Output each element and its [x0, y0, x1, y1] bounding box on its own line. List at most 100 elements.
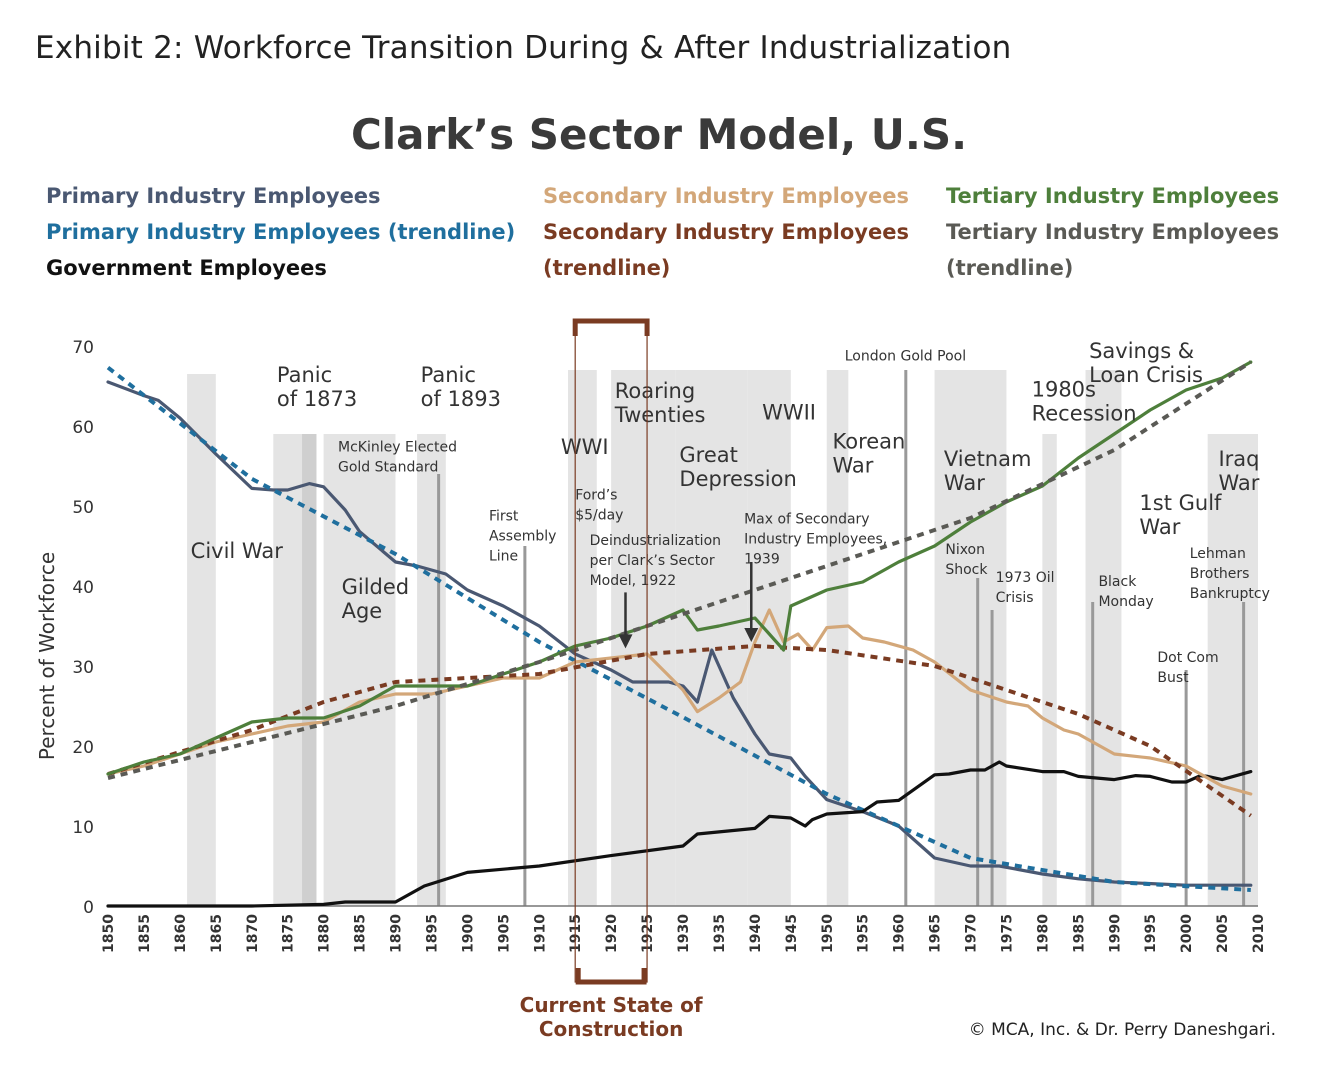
event-label: Nixon	[945, 542, 985, 558]
x-tick-label: 1945	[784, 914, 800, 953]
band-label: 1980s	[1032, 377, 1096, 401]
band-label: War	[1139, 515, 1180, 539]
band-label: Roaring	[615, 379, 695, 403]
y-axis-label: Percent of Workforce	[35, 552, 59, 760]
arrow-max-secondary-head	[744, 628, 759, 642]
legend-column-secondary: Secondary Industry Employees Secondary I…	[543, 178, 909, 286]
band-gilded-age	[323, 434, 396, 906]
band-label: Age	[342, 599, 383, 623]
x-tick-label: 1915	[568, 914, 584, 953]
event-label: Bust	[1157, 670, 1189, 686]
band-mckinley-overlap	[302, 434, 317, 906]
annotation-label: per Clark’s Sector	[590, 553, 715, 569]
x-tick-label: 1955	[856, 914, 872, 953]
x-tick-label: 1895	[424, 914, 440, 953]
arrow-deindustrialization-head	[618, 634, 633, 649]
event-label: Black	[1098, 574, 1137, 590]
y-tick-label: 60	[72, 418, 94, 438]
x-tick-label: 1850	[101, 914, 117, 953]
legend-secondary-trend: Secondary Industry Employees	[543, 220, 909, 244]
x-tick-label: 1990	[1107, 914, 1123, 953]
band-label: Loan Crisis	[1089, 363, 1203, 387]
y-tick-label: 10	[72, 818, 94, 838]
event-label: Shock	[945, 562, 988, 578]
construction-bracket-bottom	[575, 968, 647, 985]
band-label: Panic	[421, 363, 476, 387]
band-label: War	[833, 453, 874, 477]
series-secondary-industry-employees-trendline-	[107, 644, 1252, 818]
band-korean-war	[826, 370, 849, 906]
series-tertiary-industry-employees-trendline-	[107, 360, 1252, 780]
x-tick-label: 1865	[209, 914, 225, 953]
band-label: 1st Gulf	[1139, 491, 1222, 515]
y-tick-label: 70	[72, 338, 94, 358]
band-label: War	[1218, 471, 1259, 495]
series-secondary-industry-employees	[106, 608, 1253, 796]
x-tick-label: 2010	[1251, 914, 1267, 953]
band-wwi	[568, 370, 597, 906]
event-label: Monday	[1098, 594, 1153, 610]
series-primary-industry-employees-trendline-	[106, 366, 1251, 892]
band-iraq-war	[1207, 434, 1258, 906]
annotation-label: $5/day	[575, 508, 623, 524]
legend-primary: Primary Industry Employees	[46, 184, 381, 208]
band-1980s-recession	[1042, 434, 1057, 906]
legend-government: Government Employees	[46, 256, 327, 280]
x-tick-label: 1930	[676, 914, 692, 953]
x-tick-label: 1880	[317, 914, 333, 953]
legend-tertiary: Tertiary Industry Employees	[946, 184, 1280, 208]
band-label: WWII	[762, 401, 816, 425]
x-tick-label: 1870	[245, 914, 261, 953]
event-label: 1973 Oil	[996, 570, 1055, 586]
y-tick-label: 20	[72, 738, 94, 758]
x-tick-label: 1985	[1071, 914, 1087, 953]
band-civil-war	[187, 374, 216, 906]
x-tick-label: 1910	[532, 914, 548, 953]
band-label: Savings &	[1089, 339, 1194, 363]
band-label: Great	[679, 443, 737, 467]
band-vietnam-war	[934, 370, 1007, 906]
annotation-label: 1939	[744, 552, 780, 568]
y-tick-label: 30	[72, 658, 94, 678]
event-label: First	[489, 508, 519, 524]
x-tick-label: 1970	[964, 914, 980, 953]
legend-secondary-trend-cont: (trendline)	[543, 256, 671, 280]
event-label: Dot Com	[1157, 650, 1218, 666]
band-label: Twenties	[614, 403, 706, 427]
copyright-note: © MCA, Inc. & Dr. Perry Daneshgari.	[968, 1020, 1276, 1040]
series-tertiary-industry-employees	[106, 360, 1253, 776]
series-government-employees	[106, 760, 1253, 908]
x-tick-label: 2000	[1179, 914, 1195, 953]
x-tick-label: 1965	[928, 914, 944, 953]
y-tick-label: 40	[72, 578, 94, 598]
y-tick-label: 50	[72, 498, 94, 518]
x-tick-label: 2005	[1215, 914, 1231, 953]
x-tick-label: 1885	[353, 914, 369, 953]
x-tick-label: 1900	[460, 914, 476, 953]
band-label: Korean	[833, 429, 906, 453]
legend-tertiary-trend-cont: (trendline)	[946, 256, 1074, 280]
band-panic-of-1893	[417, 434, 446, 906]
construction-label: Construction	[539, 1017, 683, 1041]
legend-secondary: Secondary Industry Employees	[543, 184, 909, 208]
construction-bracket-top	[572, 318, 650, 336]
annotation-label: Max of Secondary	[744, 512, 869, 528]
annotation-label: Model, 1922	[590, 573, 677, 589]
band-label: Civil War	[191, 539, 284, 563]
annotation-label: Ford’s	[575, 488, 617, 504]
event-label: Lehman	[1190, 546, 1246, 562]
x-tick-label: 1855	[137, 914, 153, 953]
band-label: Gilded	[342, 575, 410, 599]
event-label: London Gold Pool	[845, 348, 966, 364]
x-tick-label: 1940	[748, 914, 764, 953]
legend-primary-trend: Primary Industry Employees (trendline)	[46, 220, 516, 244]
band-great-depression	[675, 370, 748, 906]
x-tick-label: 1950	[820, 914, 836, 953]
annotation-label: Deindustrialization	[590, 533, 721, 549]
event-label: Crisis	[996, 590, 1034, 606]
x-tick-label: 1980	[1035, 914, 1051, 953]
x-tick-label: 1935	[712, 914, 728, 953]
band-label: WWI	[561, 435, 609, 459]
x-tick-label: 1925	[640, 914, 656, 953]
